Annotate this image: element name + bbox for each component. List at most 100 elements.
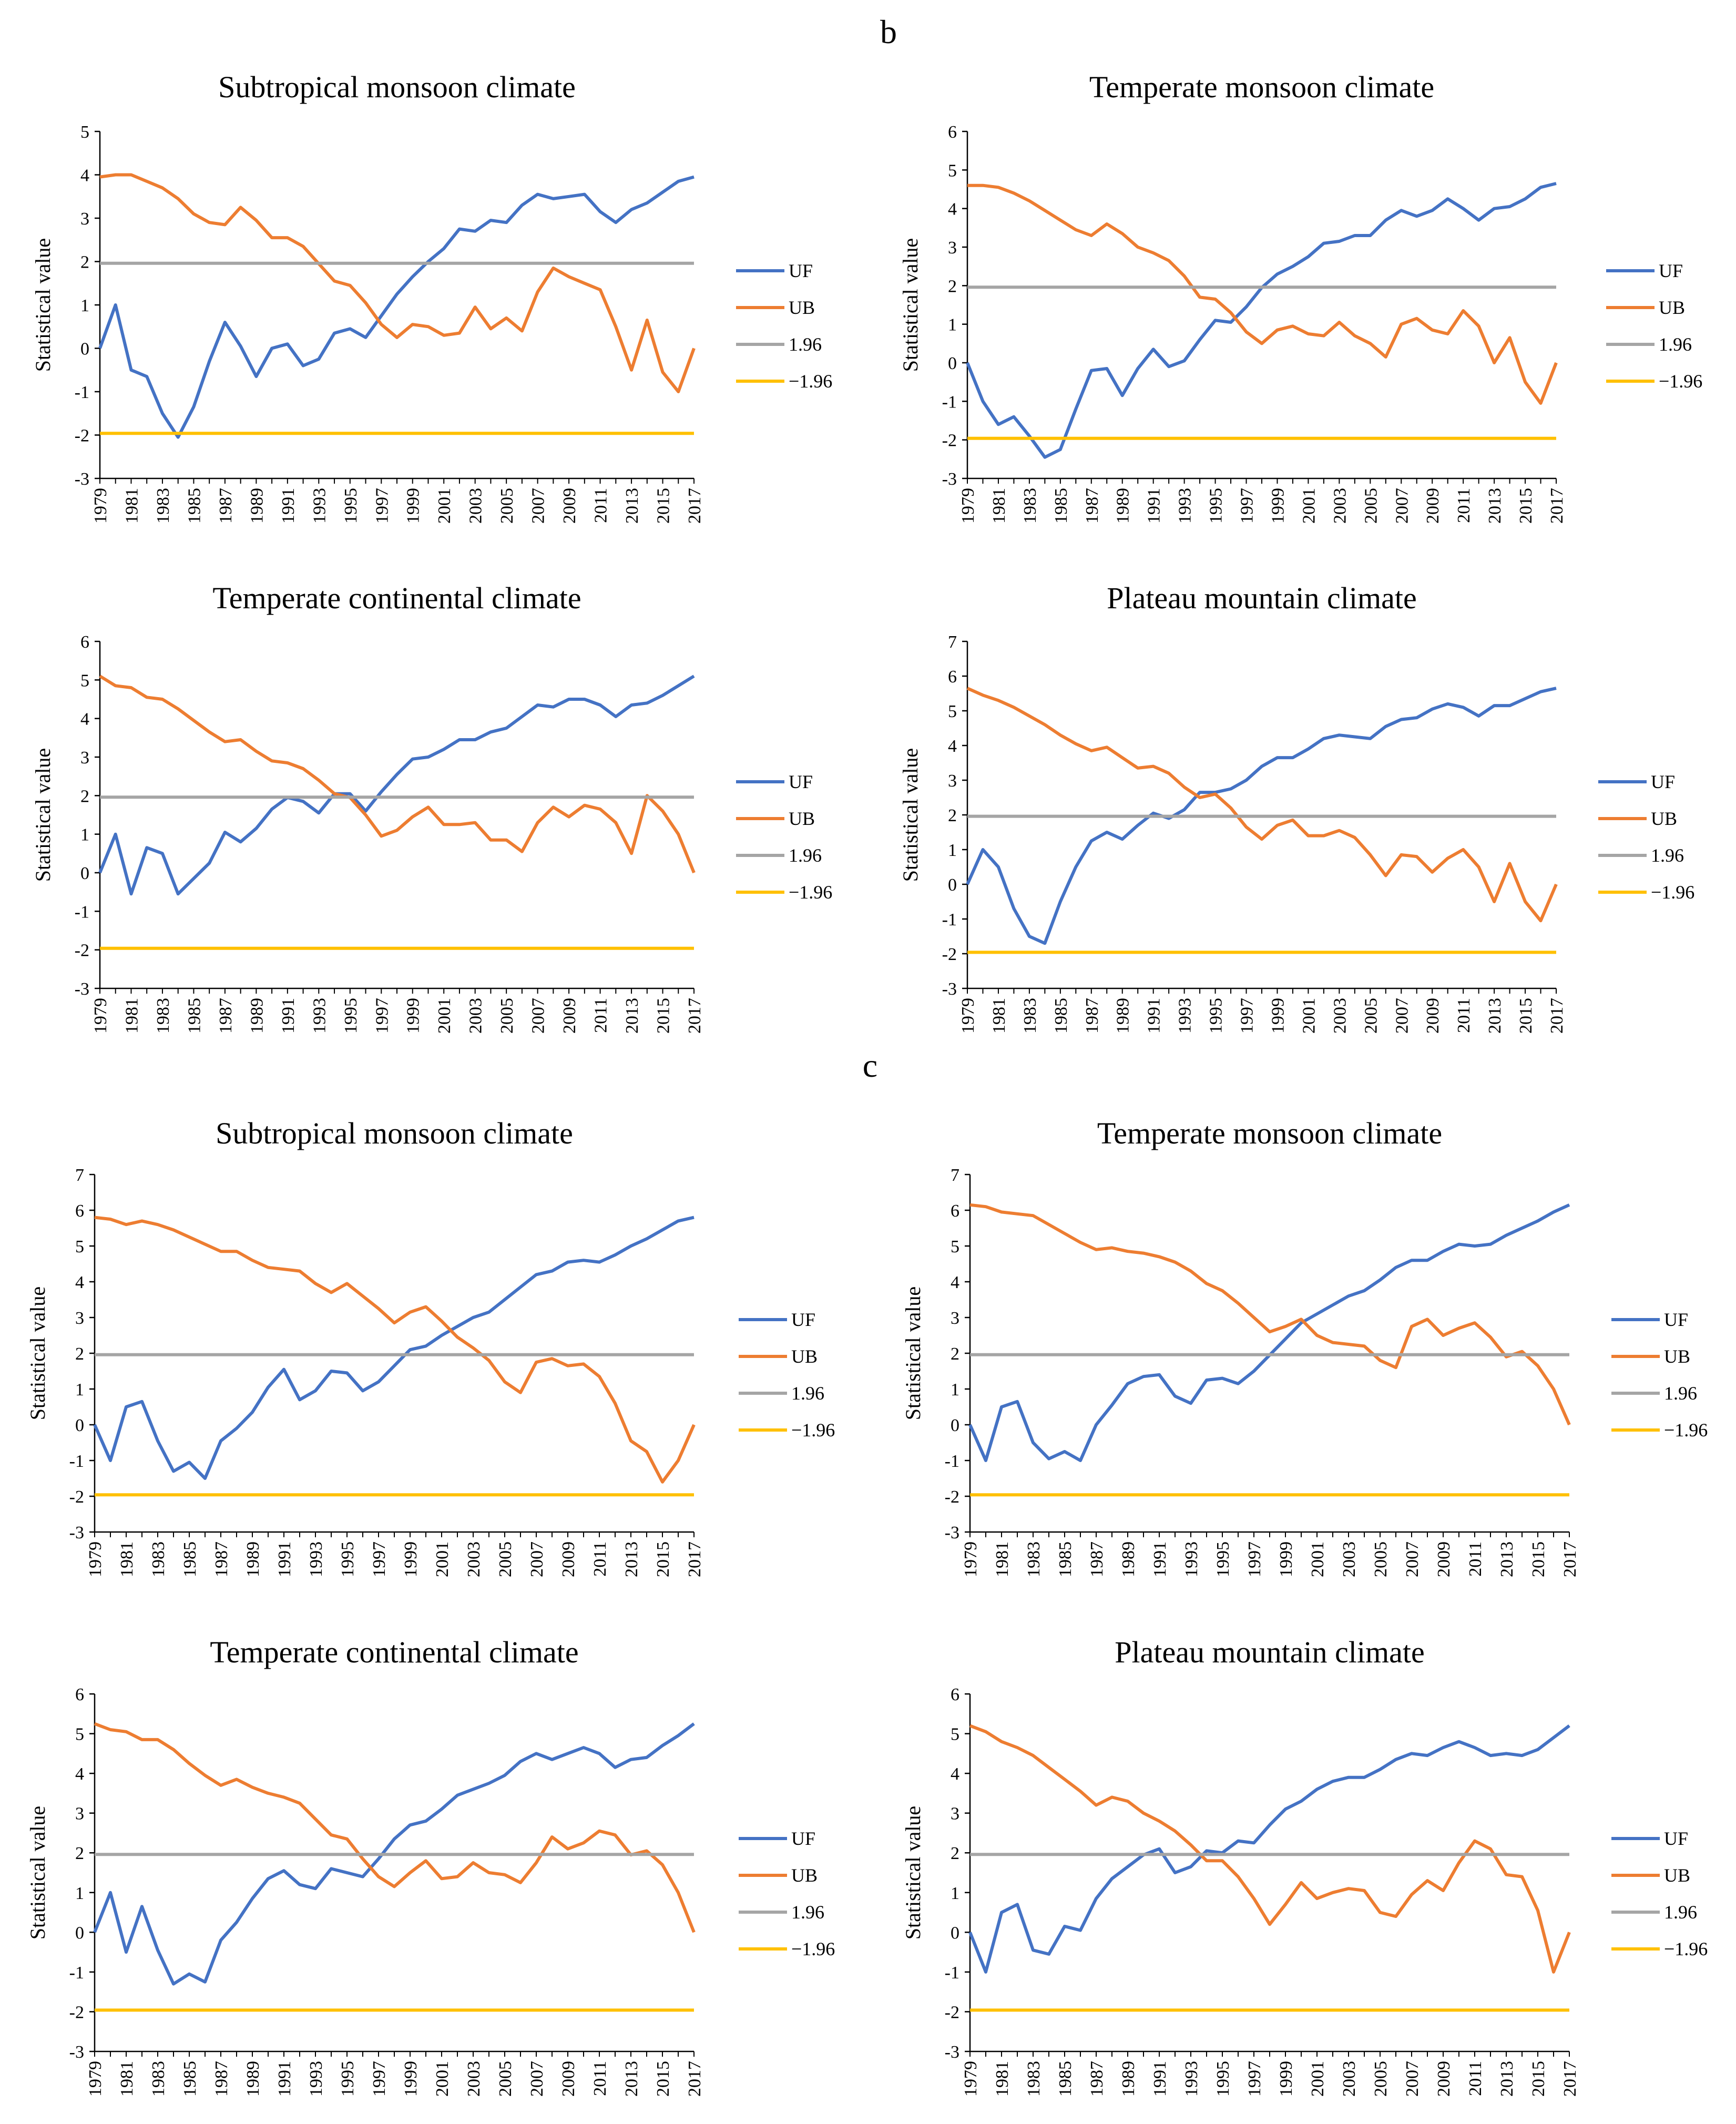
legend-label: 1.96 [791, 1383, 824, 1404]
x-tick-label: 1979 [958, 488, 978, 524]
y-tick-label: 6 [948, 667, 957, 687]
x-tick-label: 1993 [310, 488, 329, 524]
x-tick-label: 1989 [1119, 1541, 1138, 1577]
y-tick-label: 5 [80, 671, 89, 690]
x-tick-label: 2011 [590, 1541, 610, 1577]
x-tick-label: 2011 [591, 488, 611, 523]
y-tick-label: 5 [75, 1237, 84, 1257]
legend-label: 1.96 [791, 1902, 824, 1923]
x-tick-label: 2005 [1361, 488, 1381, 524]
x-tick-label: 2005 [497, 998, 517, 1034]
y-tick-label: 4 [948, 200, 957, 219]
x-tick-label: 1985 [180, 1541, 200, 1577]
x-tick-label: 1991 [1145, 488, 1164, 524]
x-tick-label: 2013 [1497, 1541, 1517, 1577]
x-tick-label: 2003 [464, 1541, 484, 1577]
series-line-UF [93, 1722, 695, 1986]
legend-label: −1.96 [1664, 1420, 1708, 1441]
y-axis-label: Statistical value [901, 1806, 925, 1939]
x-tick-label: 1983 [154, 998, 173, 1034]
legend-label: −1.96 [1651, 882, 1694, 903]
x-tick-label: 1997 [372, 488, 392, 524]
y-tick-label: 1 [80, 825, 89, 845]
y-tick-label: 1 [75, 1380, 84, 1400]
x-tick-label: 1983 [1020, 488, 1040, 524]
x-tick-label: 1983 [149, 2061, 168, 2097]
y-tick-label: 6 [948, 122, 957, 142]
y-tick-label: -2 [945, 1487, 959, 1507]
x-tick-label: 1979 [961, 2061, 981, 2097]
x-tick-label: 1983 [1020, 998, 1040, 1034]
x-tick-label: 2005 [496, 1541, 515, 1577]
x-tick-label: 2007 [1403, 1541, 1422, 1577]
chart-title: Temperate continental climate [212, 581, 581, 615]
legend-label: UF [789, 771, 813, 792]
x-tick-label: 1997 [370, 2061, 389, 2097]
chart-8: Plateau mountain climate 6 5 4 3 2 1 0 -1 -2 -3197… [901, 1635, 1708, 2097]
legend-label: −1.96 [791, 1420, 835, 1441]
x-tick-label: 1991 [275, 1541, 294, 1577]
y-axis-label: Statistical value [901, 1286, 925, 1420]
y-tick-label: -2 [75, 941, 89, 961]
x-tick-label: 1979 [91, 998, 110, 1034]
y-tick-label: 1 [951, 1380, 959, 1400]
y-tick-label: 5 [951, 1237, 959, 1257]
x-tick-label: 2007 [529, 998, 548, 1034]
y-tick-label: -1 [942, 910, 957, 930]
x-tick-label: 1997 [370, 1541, 389, 1577]
x-tick-label: 2011 [590, 2061, 610, 2096]
x-tick-label: 2011 [1454, 488, 1474, 523]
x-tick-label: 2015 [654, 488, 673, 524]
legend-label: UF [1659, 260, 1683, 281]
x-tick-label: 2005 [1371, 2061, 1391, 2097]
y-tick-label: -3 [69, 2043, 84, 2062]
x-tick-label: 1999 [1268, 998, 1288, 1034]
x-tick-label: 2013 [622, 998, 642, 1034]
y-axis-label: Statistical value [898, 238, 922, 372]
y-tick-label: 3 [75, 1804, 84, 1824]
x-tick-label: 1997 [1238, 488, 1257, 524]
legend-label: UB [791, 1346, 818, 1367]
x-tick-label: 2011 [1466, 2061, 1485, 2096]
y-tick-label: -3 [945, 1523, 959, 1543]
series-line-UF [98, 675, 695, 896]
series-line-UB [969, 1724, 1571, 1974]
y-tick-label: 1 [948, 315, 957, 335]
x-tick-label: 1989 [1114, 488, 1133, 524]
x-tick-label: 1989 [1114, 998, 1133, 1034]
x-tick-label: 2003 [464, 2061, 484, 2097]
legend-label: 1.96 [789, 334, 822, 355]
y-tick-label: 6 [75, 1685, 84, 1704]
chart-1: Subtropical monsoon climate543210-1-2-31… [31, 70, 832, 524]
x-tick-label: 1995 [1207, 488, 1226, 524]
x-tick-label: 1991 [1150, 2061, 1170, 2097]
y-tick-label: 1 [80, 296, 89, 315]
series-line-UF [966, 182, 1557, 459]
y-tick-label: 4 [948, 737, 957, 756]
x-tick-label: 1985 [180, 2061, 200, 2097]
x-tick-label: 1989 [243, 2061, 263, 2097]
y-tick-label: 6 [80, 632, 89, 652]
y-tick-label: -1 [945, 1452, 959, 1471]
y-tick-label: 5 [948, 702, 957, 721]
series-line-UF [98, 175, 695, 439]
y-tick-label: -3 [942, 979, 957, 999]
chart-4: Plateau mountain climate76543210-1-2-319… [898, 581, 1694, 1034]
x-tick-label: 1989 [1119, 2061, 1138, 2097]
y-tick-label: 0 [75, 1923, 84, 1943]
x-tick-label: 1983 [1024, 2061, 1044, 2097]
y-tick-label: 3 [948, 238, 957, 258]
series-line-UF [968, 1724, 1570, 1974]
x-tick-label: 2003 [1330, 998, 1350, 1034]
y-axis-label: Statistical value [31, 748, 55, 882]
y-tick-label: 4 [951, 1273, 959, 1292]
y-tick-label: 4 [80, 166, 89, 186]
series-line-UB [99, 173, 696, 393]
y-tick-label: -3 [75, 979, 89, 999]
y-axis-label: Statistical value [26, 1806, 49, 1939]
x-tick-label: 1985 [1056, 2061, 1075, 2097]
x-tick-label: 2009 [1423, 998, 1443, 1034]
x-tick-label: 1999 [1277, 1541, 1296, 1577]
chart-3: Temperate continental climate 6 5 4 3 2 1 0 -1 -2… [31, 581, 832, 1034]
x-tick-label: 1995 [1213, 2061, 1233, 2097]
